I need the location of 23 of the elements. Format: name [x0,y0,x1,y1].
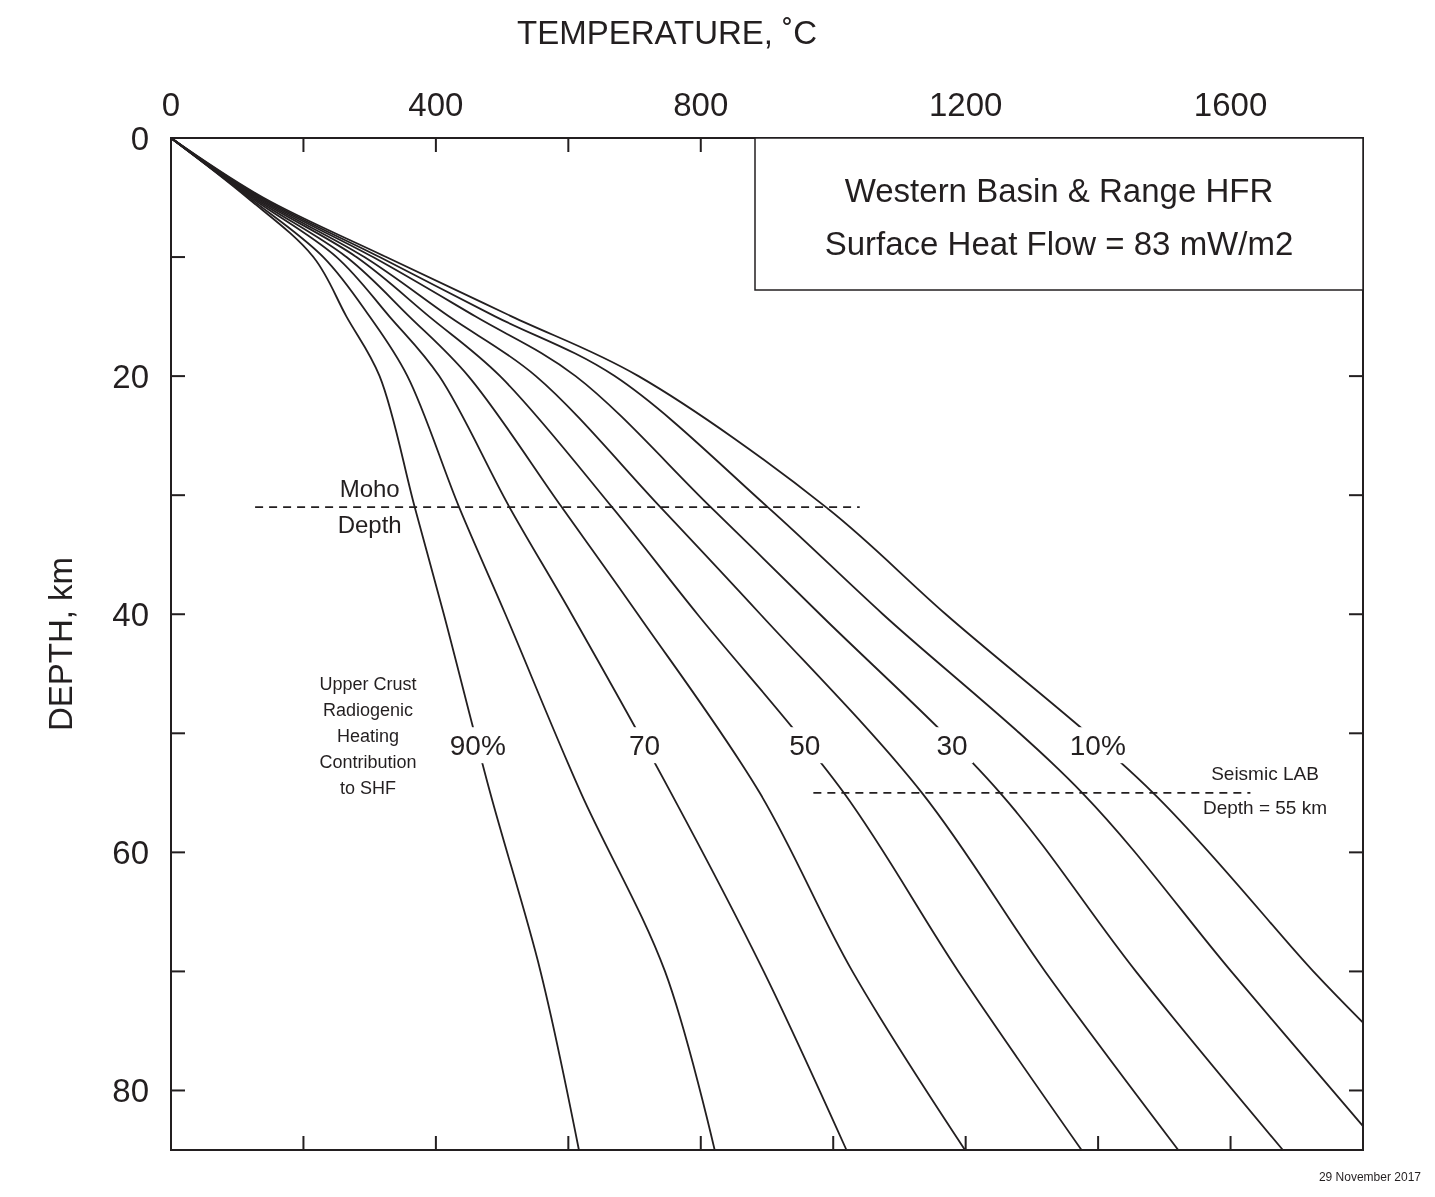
series-label: 10% [1069,730,1126,761]
text: Western Basin & Range HFR [844,171,1274,209]
y-tick-label: 40 [112,595,149,633]
series-label: 90% [449,730,506,761]
series-label: 30 [936,730,968,761]
series-label: 70 [628,730,661,761]
y-tick-label: 20 [112,357,149,395]
annotation: Seismic LAB Depth = 55 km [1202,763,1328,818]
x-axis-title: TEMPERATURE, ˚C [516,13,818,51]
x-tick-label: 1200 [928,86,1003,123]
y-tick-label: 60 [112,833,149,871]
text: 29 November 2017 [1318,1170,1422,1184]
x-tick-label: 800 [673,86,729,123]
y-tick-label: 0 [130,119,149,157]
x-tick-label: 0 [161,86,181,123]
x-tick-label: 400 [408,86,464,123]
series-label: 50 [789,730,821,761]
y-axis-title: DEPTH, km [41,556,79,732]
y-tick-label: 80 [112,1072,149,1110]
annotation: Moho Depth [337,475,402,539]
x-tick-label: 1600 [1193,86,1268,123]
annotation: Upper Crust Radiogenic Heating Contribution to SHF [319,674,417,798]
text: Surface Heat Flow = 83 mW/m2 [824,224,1294,262]
